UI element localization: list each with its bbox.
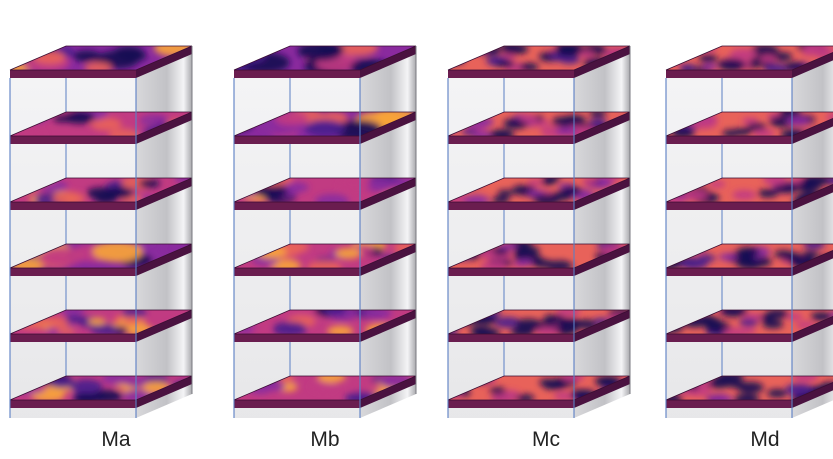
floor-slab xyxy=(447,111,631,144)
model-label-md: Md xyxy=(750,428,780,451)
floor-slab xyxy=(665,177,833,210)
building-mb xyxy=(233,45,417,418)
floor-slab xyxy=(233,309,417,342)
floor-slab xyxy=(9,111,193,144)
building-ma xyxy=(9,45,193,418)
side-wall xyxy=(136,46,192,418)
model-label-mb: Mb xyxy=(310,428,340,451)
floor-slab xyxy=(447,45,631,78)
side-wall xyxy=(360,46,416,418)
model-label-ma: Ma xyxy=(101,428,131,451)
model-label-mc: Mc xyxy=(532,428,560,451)
floor-slab xyxy=(447,375,631,408)
floor-slab xyxy=(233,111,417,144)
floor-slab xyxy=(9,177,193,210)
side-wall xyxy=(792,52,833,418)
building-mc xyxy=(447,45,631,418)
side-wall xyxy=(574,46,630,418)
building-md xyxy=(665,45,833,418)
